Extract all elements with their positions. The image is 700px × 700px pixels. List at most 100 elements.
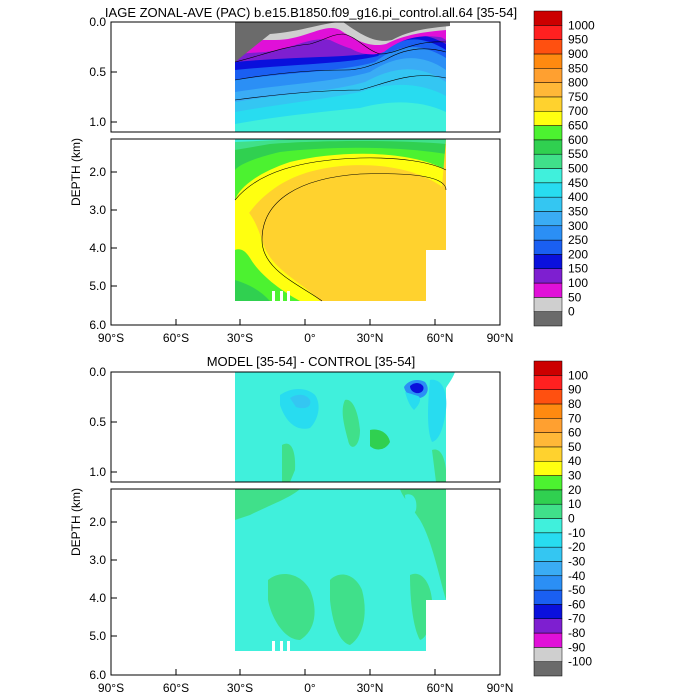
colorbar-label: -50 [568, 583, 586, 597]
colorbar-swatch [533, 110, 563, 126]
top-panel: IAGE ZONAL-AVE (PAC) b.e15.B1850.f09_g16… [69, 5, 595, 345]
colorbar-swatch [533, 168, 563, 184]
top-ytick: 6.0 [89, 318, 106, 332]
colorbar-swatch [533, 604, 563, 619]
colorbar-swatch [533, 268, 563, 284]
colorbar-label: -30 [568, 554, 586, 568]
bottom-xtick: 90°S [98, 681, 124, 695]
colorbar-label: 800 [568, 76, 588, 90]
bottom-xtick: 60°N [427, 681, 454, 695]
colorbar-swatch [533, 589, 563, 605]
colorbar-label: 500 [568, 162, 588, 176]
colorbar-swatch [533, 239, 563, 255]
colorbar-label: 400 [568, 190, 588, 204]
colorbar-swatch [533, 125, 563, 141]
colorbar-label: 700 [568, 104, 588, 118]
top-colorbar: 0501001502002503003504004505005506006507… [533, 10, 595, 327]
colorbar-swatch [533, 546, 563, 562]
top-xtick: 60°N [427, 331, 454, 345]
colorbar-swatch [533, 632, 563, 648]
bottom-upper-frame [110, 371, 501, 483]
colorbar-label: 1000 [568, 18, 595, 32]
colorbar-swatch [533, 68, 563, 83]
colorbar-label: -10 [568, 526, 586, 540]
bottom-y-ticks: 0.0 0.5 1.0 2.0 3.0 4.0 5.0 6.0 [89, 365, 117, 682]
colorbar-swatch [533, 403, 563, 419]
colorbar-swatch [533, 460, 563, 476]
top-ytick: 0.0 [89, 15, 106, 29]
colorbar-swatch [533, 182, 563, 198]
colorbar-label: 10 [568, 497, 582, 511]
colorbar-label: 200 [568, 247, 588, 261]
bottom-ytick: 5.0 [89, 629, 106, 643]
colorbar-swatch [533, 532, 563, 548]
colorbar-swatch [533, 446, 563, 462]
colorbar-swatch [533, 196, 563, 212]
colorbar-label: 350 [568, 204, 588, 218]
top-xtick: 90°S [98, 331, 124, 345]
colorbar-label: -60 [568, 597, 586, 611]
colorbar-label: 250 [568, 233, 588, 247]
bottom-ytick: 3.0 [89, 553, 106, 567]
colorbar-swatch [533, 254, 563, 269]
colorbar-label: -80 [568, 626, 586, 640]
bottom-colorbar: -100-90-80-70-60-50-40-30-20-10010203040… [533, 360, 592, 677]
colorbar-label: 150 [568, 262, 588, 276]
colorbar-label: -40 [568, 569, 586, 583]
colorbar-label: -70 [568, 612, 586, 626]
colorbar-label: -90 [568, 640, 586, 654]
bottom-ytick: 0.5 [89, 415, 106, 429]
bottom-ytick: 0.0 [89, 365, 106, 379]
top-x-ticks: 90°S 60°S 30°S 0° 30°N 60°N 90°N [98, 319, 513, 345]
bottom-panel: MODEL [35-54] - CONTROL [35-54] [69, 354, 592, 695]
top-xtick: 30°N [357, 331, 384, 345]
colorbar-label: 950 [568, 33, 588, 47]
colorbar-label: 30 [568, 469, 582, 483]
colorbar-swatch [533, 418, 563, 433]
top-ytick: 0.5 [89, 65, 106, 79]
colorbar-label: 650 [568, 119, 588, 133]
colorbar-swatch [533, 618, 563, 634]
colorbar-swatch [533, 661, 563, 677]
colorbar-label: 300 [568, 219, 588, 233]
colorbar-swatch [533, 518, 563, 534]
bottom-xtick: 30°N [357, 681, 384, 695]
colorbar-swatch [533, 489, 563, 505]
colorbar-label: 50 [568, 290, 582, 304]
bottom-xtick: 90°N [487, 681, 514, 695]
colorbar-label: 80 [568, 397, 582, 411]
colorbar-swatch [533, 311, 563, 327]
bottom-lower-data [235, 489, 446, 651]
top-xtick: 90°N [487, 331, 514, 345]
colorbar-label: -100 [568, 655, 592, 669]
colorbar-swatch [533, 10, 563, 26]
top-lower-data [234, 139, 447, 302]
top-xtick: 0° [304, 331, 316, 345]
top-ytick: 2.0 [89, 165, 106, 179]
colorbar-swatch [533, 561, 563, 577]
colorbar-label: -20 [568, 540, 586, 554]
colorbar-label: 100 [568, 276, 588, 290]
colorbar-label: 70 [568, 411, 582, 425]
colorbar-label: 100 [568, 368, 588, 382]
colorbar-label: 0 [568, 512, 575, 526]
colorbar-label: 900 [568, 47, 588, 61]
colorbar-swatch [533, 96, 563, 112]
colorbar-label: 0 [568, 305, 575, 319]
top-ytick: 1.0 [89, 115, 106, 129]
colorbar-swatch [533, 82, 563, 98]
bottom-upper-data [235, 372, 455, 482]
colorbar-swatch [533, 475, 563, 491]
bottom-ytick: 4.0 [89, 591, 106, 605]
top-upper-data [234, 22, 450, 132]
colorbar-label: 600 [568, 133, 588, 147]
colorbar-label: 550 [568, 147, 588, 161]
colorbar-swatch [533, 647, 563, 662]
colorbar-label: 450 [568, 176, 588, 190]
bottom-ytick: 6.0 [89, 668, 106, 682]
bottom-xtick: 30°S [227, 681, 253, 695]
top-xtick: 30°S [227, 331, 253, 345]
colorbar-swatch [533, 282, 563, 298]
colorbar-label: 20 [568, 483, 582, 497]
